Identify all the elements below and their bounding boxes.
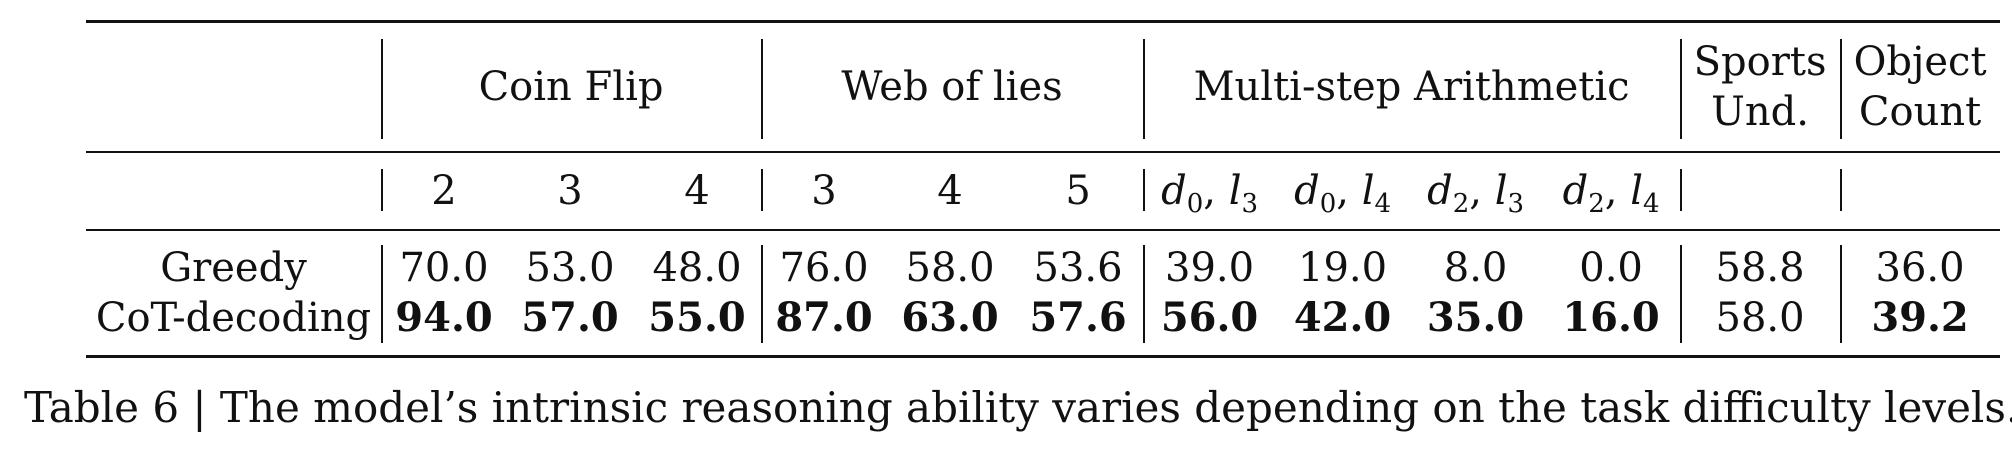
empty-subheader-cell [86,151,381,230]
subheader-arith-d2-l3: d2, l3 [1409,151,1543,230]
cell-cot-coin4: 55.0 [633,293,762,358]
cell-cot-arith-d2l4: 16.0 [1542,293,1681,358]
subheader-arith-d0-l4: d0, l4 [1276,151,1410,230]
table-row-cot-decoding: CoT-decoding 94.0 57.0 55.0 87.0 63.0 57… [86,293,2001,358]
group-header-object-line1: Object [1853,39,1987,85]
group-header-sports-und: Sports Und. [1680,20,1841,152]
method-label-greedy: Greedy [86,229,381,293]
cell-cot-web4: 63.0 [887,293,1014,358]
cell-greedy-arith-d0l4: 19.0 [1276,229,1410,293]
method-label-cot-decoding: CoT-decoding [86,293,381,358]
cell-greedy-arith-d2l3: 8.0 [1409,229,1543,293]
table-caption: Table 6 | The model’s intrinsic reasonin… [24,383,2012,432]
cell-greedy-web4: 58.0 [887,229,1014,293]
group-header-sports-line1: Sports [1693,39,1827,85]
cell-greedy-coin3: 53.0 [507,229,633,293]
subheader-web-of-lies-3: 3 [761,151,888,230]
cell-cot-coin3: 57.0 [507,293,633,358]
subheader-arith-d2-l4: d2, l4 [1542,151,1681,230]
group-header-sports-line2: Und. [1711,89,1809,135]
cell-greedy-coin2: 70.0 [381,229,507,296]
cell-cot-arith-d0l4: 42.0 [1276,293,1410,358]
results-table: Coin Flip Web of lies Multi-step Arithme… [86,20,2001,358]
cell-greedy-arith-d0l3: 39.0 [1143,229,1277,296]
cell-greedy-sports: 58.8 [1680,229,1841,296]
subheader-web-of-lies-4: 4 [887,151,1014,230]
cell-cot-sports: 58.0 [1680,293,1841,358]
cell-cot-web5: 57.6 [1013,293,1144,358]
cell-greedy-arith-d2l4: 0.0 [1542,229,1681,293]
results-table-container: Coin Flip Web of lies Multi-step Arithme… [86,20,2001,358]
subheader-coin-flip-4: 4 [633,151,762,230]
group-header-object-count: Object Count [1840,20,2001,152]
cell-greedy-coin4: 48.0 [633,229,762,293]
subheader-object-empty [1840,151,2001,230]
group-header-coin-flip: Coin Flip [381,20,762,152]
group-header-object-line2: Count [1858,89,1982,135]
group-header-web-of-lies: Web of lies [761,20,1144,152]
subheader-coin-flip-2: 2 [381,151,507,230]
cell-greedy-object: 36.0 [1840,229,2001,296]
subheader-sports-empty [1680,151,1841,230]
cell-greedy-web5: 53.6 [1013,229,1144,293]
empty-corner-cell [86,20,381,152]
cell-cot-object: 39.2 [1840,293,2001,358]
table-row-greedy: Greedy 70.0 53.0 48.0 76.0 58.0 53.6 39.… [86,229,2001,296]
cell-cot-arith-d2l3: 35.0 [1409,293,1543,358]
group-header-arithmetic: Multi-step Arithmetic [1143,20,1681,152]
cell-greedy-web3: 76.0 [761,229,888,296]
subheader-row: 2 3 4 3 4 5 d0, l3 d0, l4 d2, l3 d2, l4 [86,151,2001,230]
group-header-row: Coin Flip Web of lies Multi-step Arithme… [86,20,2001,152]
subheader-arith-d0-l3: d0, l3 [1143,151,1277,230]
subheader-web-of-lies-5: 5 [1013,151,1144,230]
cell-cot-web3: 87.0 [761,293,888,358]
cell-cot-arith-d0l3: 56.0 [1143,293,1277,358]
subheader-coin-flip-3: 3 [507,151,633,230]
cell-cot-coin2: 94.0 [381,293,507,358]
